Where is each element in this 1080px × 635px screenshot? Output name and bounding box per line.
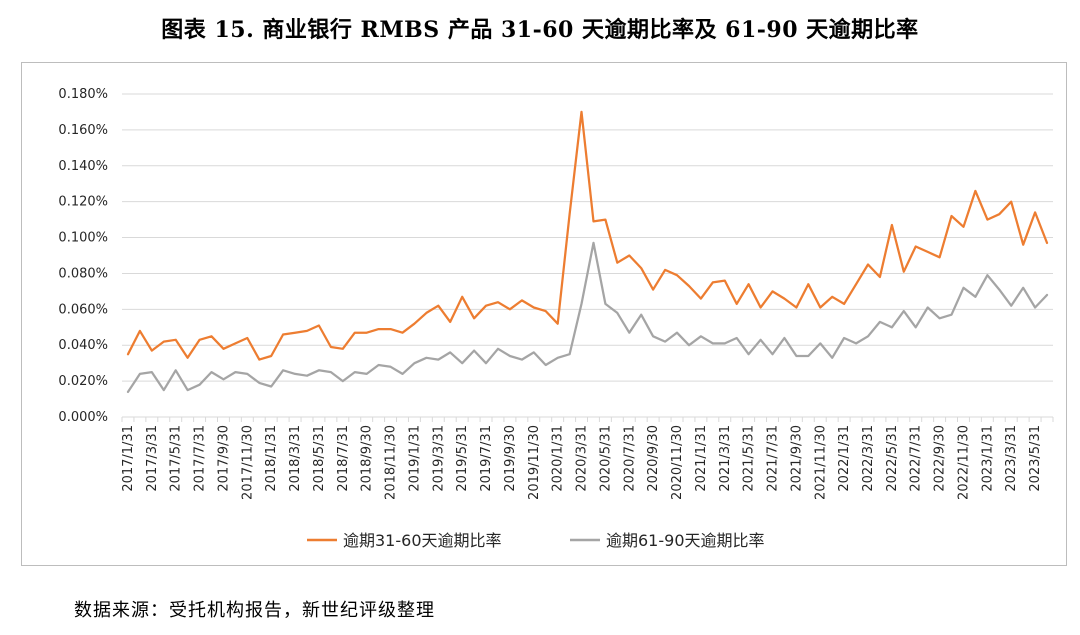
x-tick-label: 2018/7/31	[336, 425, 351, 492]
x-tick-label: 2023/5/31	[1028, 425, 1043, 492]
data-source-note: 数据来源：受托机构报告，新世纪评级整理	[74, 600, 435, 621]
y-tick-label: 0.060%	[58, 302, 108, 317]
y-tick-label: 0.120%	[58, 195, 108, 210]
x-tick-label: 2022/1/31	[837, 425, 852, 492]
series-line-31-60	[126, 110, 1049, 361]
x-tick-label: 2017/5/31	[169, 425, 184, 492]
y-tick-label: 0.020%	[58, 374, 108, 389]
x-tick-label: 2021/7/31	[766, 425, 781, 492]
x-tick-label: 2017/11/30	[240, 425, 255, 500]
x-tick-label: 2020/5/31	[598, 425, 613, 492]
y-tick-label: 0.140%	[58, 159, 108, 174]
x-tick-label: 2022/11/30	[956, 425, 971, 500]
x-tick-label: 2018/1/31	[264, 425, 279, 492]
x-tick-label: 2022/3/31	[861, 425, 876, 492]
legend-label: 逾期61-90天逾期比率	[606, 531, 765, 550]
chart-frame: 0.000% 0.020% 0.040% 0.060% 0.080% 0.100% 0.12…	[21, 62, 1067, 566]
y-tick-label: 0.080%	[58, 266, 108, 281]
x-tick-label: 2021/9/30	[789, 425, 804, 492]
x-tick-label: 2020/11/30	[670, 425, 685, 500]
x-tick-label: 2017/7/31	[193, 425, 208, 492]
x-tick-label: 2023/3/31	[1004, 425, 1019, 492]
x-tick-label: 2019/5/31	[455, 425, 470, 492]
x-tick-label: 2021/5/31	[742, 425, 757, 492]
series-line-61-90	[126, 241, 1049, 394]
x-tick-label: 2020/7/31	[622, 425, 637, 492]
x-tick-label: 2017/1/31	[121, 425, 136, 492]
legend-label: 逾期31-60天逾期比率	[343, 531, 502, 550]
y-tick-label: 0.100%	[58, 231, 108, 246]
line-chart: 0.000% 0.020% 0.040% 0.060% 0.080% 0.100% 0.12…	[58, 87, 1054, 550]
x-tick-label: 2021/1/31	[694, 425, 709, 492]
x-tick-label: 2020/1/31	[551, 425, 566, 492]
y-tick-label: 0.000%	[58, 410, 108, 425]
x-tick-label: 2020/3/31	[575, 425, 590, 492]
y-tick-label: 0.040%	[58, 338, 108, 353]
x-tick-label: 2018/9/30	[360, 425, 375, 492]
x-tick-label: 2018/3/31	[288, 425, 303, 492]
x-tick-label: 2022/7/31	[909, 425, 924, 492]
x-tick-label: 2017/9/30	[216, 425, 231, 492]
y-tick-label: 0.180%	[58, 87, 108, 102]
x-tick-label: 2019/1/31	[407, 425, 422, 492]
x-tick-label: 2019/3/31	[431, 425, 446, 492]
x-tick-label: 2023/1/31	[980, 425, 995, 492]
x-tick-label: 2019/9/30	[503, 425, 518, 492]
x-tick-label: 2022/5/31	[885, 425, 900, 492]
x-tick-label: 2021/11/30	[813, 425, 828, 500]
x-tick-label: 2018/11/30	[384, 425, 399, 500]
figure-title: 图表 15. 商业银行 RMBS 产品 31-60 天逾期比率及 61-90 天…	[161, 17, 919, 43]
x-tick-label: 2020/9/30	[646, 425, 661, 492]
x-tick-label: 2021/3/31	[718, 425, 733, 492]
x-tick-label: 2019/11/30	[527, 425, 542, 500]
x-tick-label: 2018/5/31	[312, 425, 327, 492]
x-tick-label: 2019/7/31	[479, 425, 494, 492]
x-tick-label: 2017/3/31	[145, 425, 160, 492]
y-tick-label: 0.160%	[58, 123, 108, 138]
x-tick-label: 2022/9/30	[933, 425, 948, 492]
